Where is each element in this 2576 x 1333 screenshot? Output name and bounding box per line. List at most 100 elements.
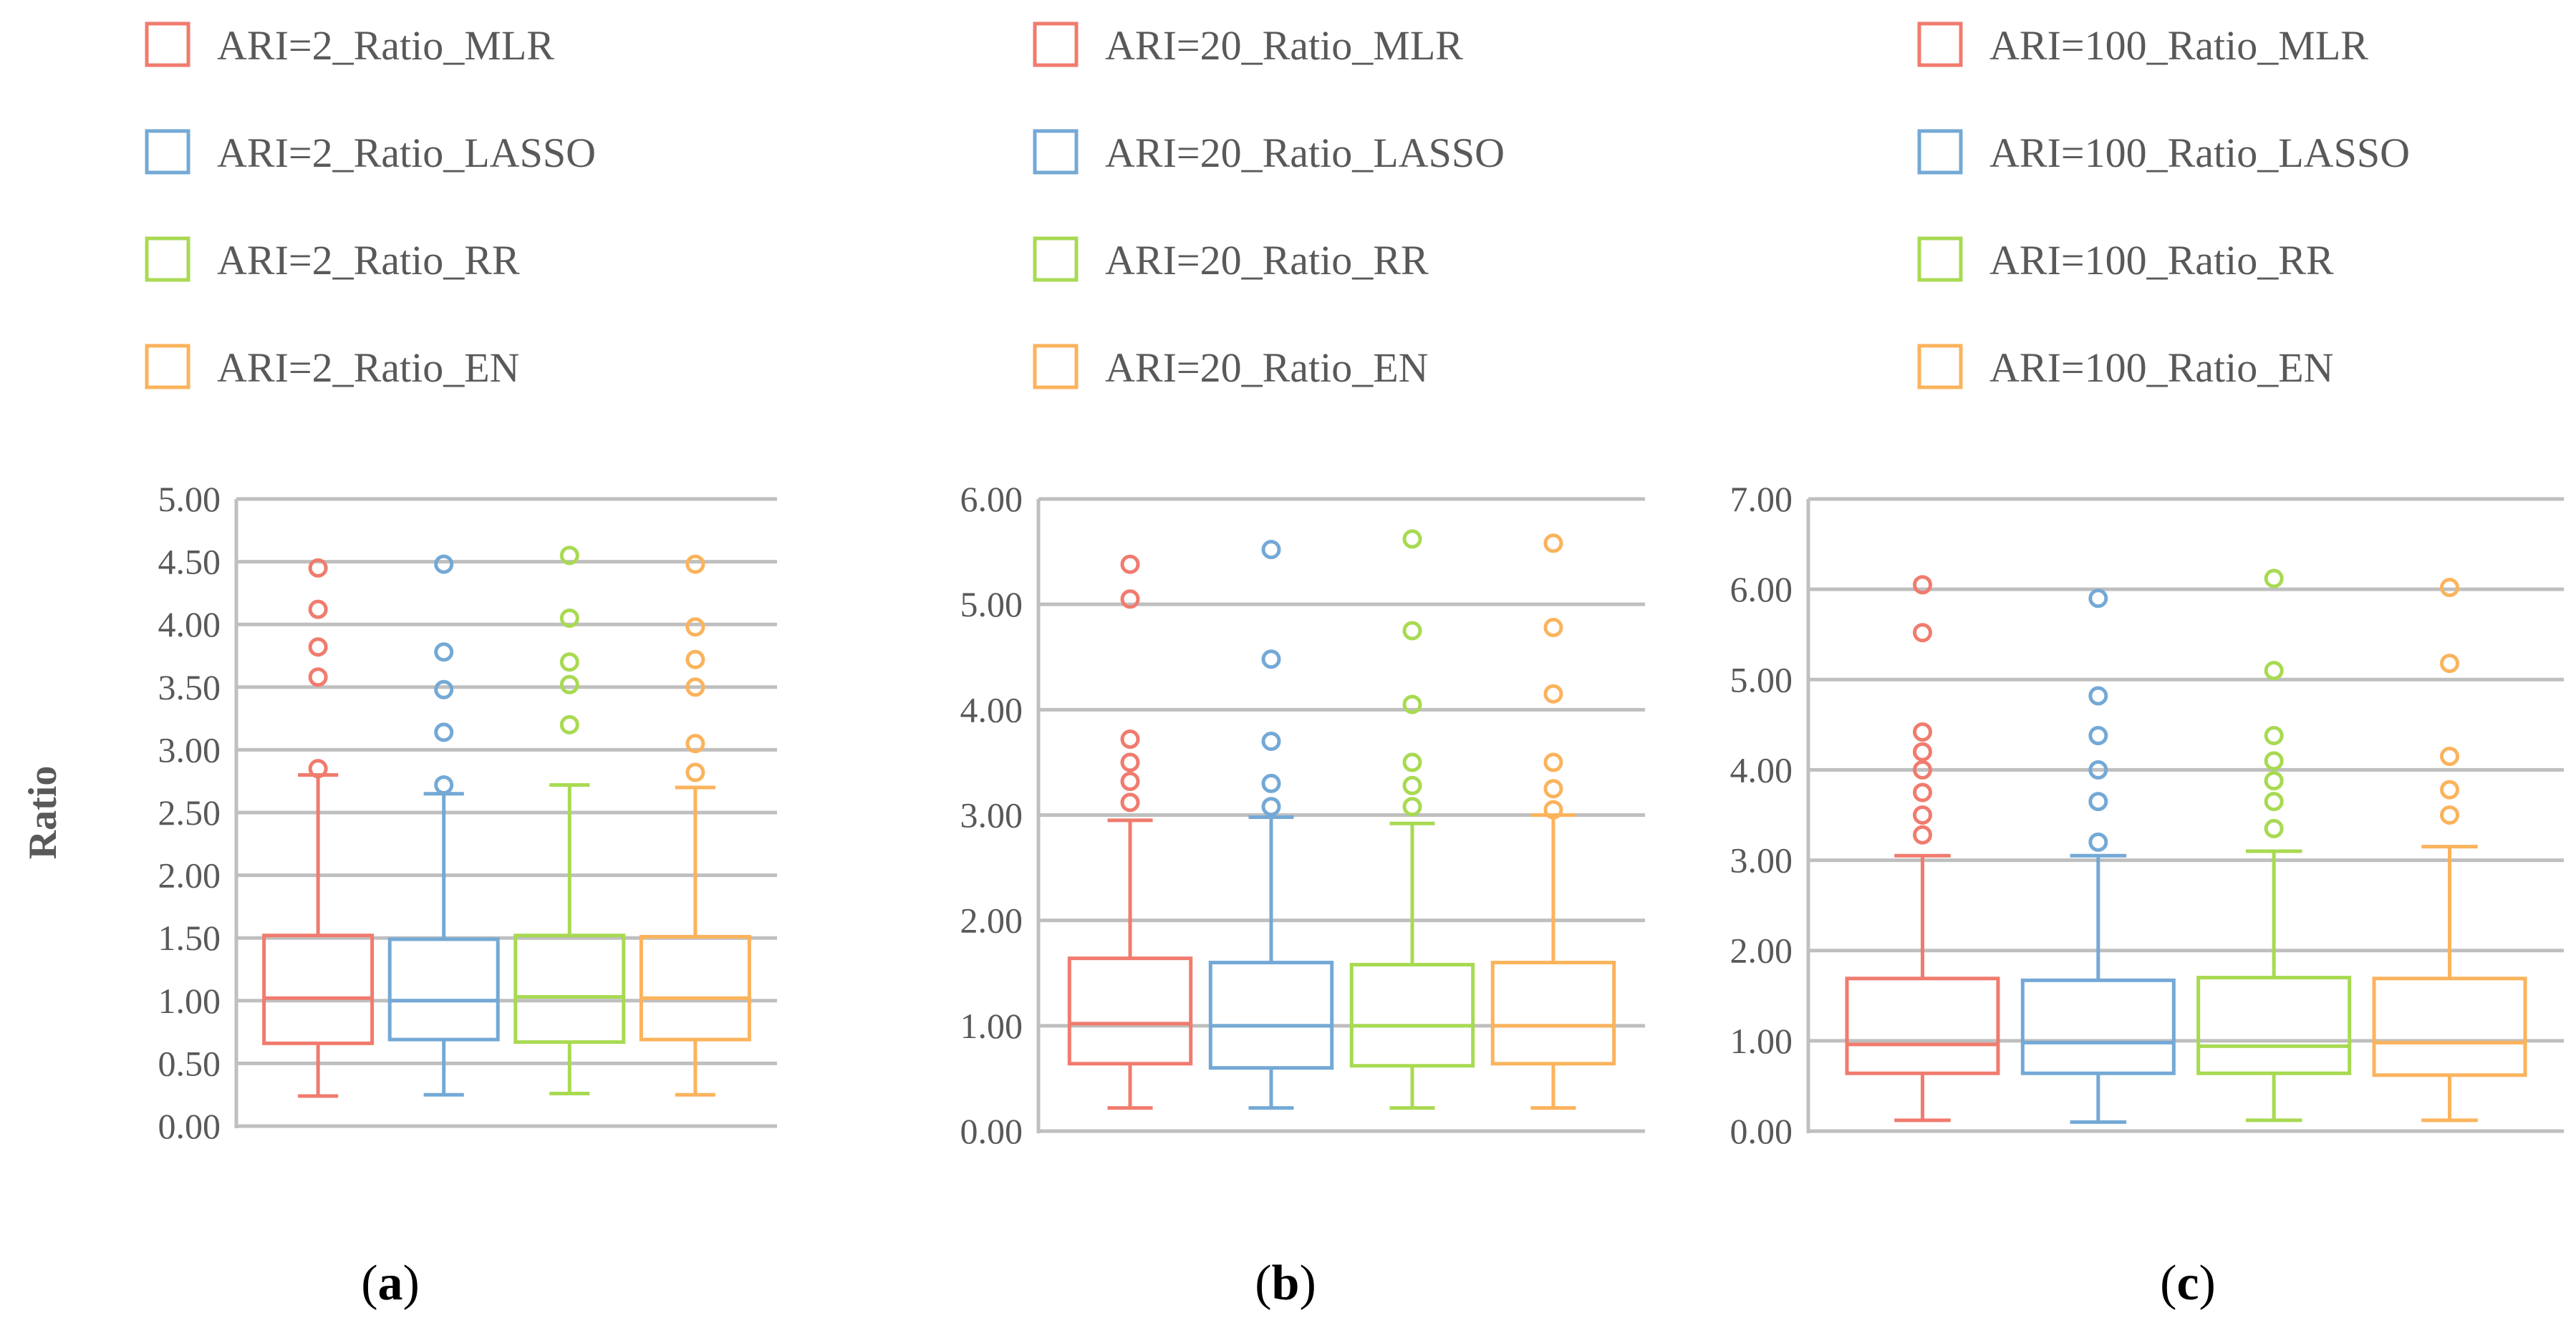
outlier-point	[434, 722, 454, 742]
outlier-point	[685, 762, 705, 782]
y-tick-label: 4.00	[158, 604, 221, 644]
box-iqr	[1067, 956, 1193, 1066]
outlier-point	[2088, 760, 2108, 780]
box-lasso	[1208, 540, 1334, 1110]
legend-label-rr: ARI=20_Ratio_RR	[1105, 237, 1429, 283]
legend-label-en: ARI=2_Ratio_EN	[217, 344, 520, 391]
outlier-point	[2264, 818, 2284, 838]
outlier-point	[1543, 684, 1563, 704]
outlier-point	[2264, 792, 2284, 812]
outlier-point	[308, 667, 328, 687]
box-rr	[513, 546, 626, 1095]
y-tick-label: 2.00	[960, 901, 1023, 941]
box-iqr	[639, 934, 751, 1042]
outlier-point	[2440, 747, 2460, 767]
y-tick-label: 4.50	[158, 542, 221, 582]
outlier-point	[685, 554, 705, 574]
outlier-point	[685, 617, 705, 637]
y-tick-label: 7.00	[1730, 479, 1793, 519]
outlier-point	[1912, 742, 1932, 762]
box-iqr	[1349, 962, 1475, 1068]
outlier-point	[1261, 773, 1281, 793]
legend-swatch-rr	[1917, 236, 1963, 282]
outlier-point	[1120, 771, 1140, 791]
legend-swatch-rr	[1033, 236, 1079, 282]
box-iqr	[513, 934, 626, 1044]
outlier-point	[2440, 780, 2460, 800]
y-tick-label: 4.00	[1730, 750, 1793, 790]
outlier-point	[559, 546, 579, 566]
outlier-point	[434, 554, 454, 574]
outlier-point	[1402, 694, 1422, 714]
outlier-point	[1120, 554, 1140, 574]
outlier-point	[1912, 805, 1932, 825]
outlier-point	[2264, 568, 2284, 588]
y-tick-label: 1.00	[1730, 1021, 1793, 1061]
legend-label-lasso: ARI=20_Ratio_LASSO	[1105, 130, 1505, 176]
legend-label-lasso: ARI=100_Ratio_LASSO	[1989, 130, 2410, 176]
legend-swatch-lasso	[145, 129, 190, 175]
box-iqr	[2372, 976, 2527, 1077]
box-mlr	[262, 558, 375, 1098]
legend-swatch-en	[1033, 344, 1079, 389]
outlier-point	[1120, 752, 1140, 772]
box-rr	[1349, 529, 1475, 1110]
y-tick-label: 2.50	[158, 792, 221, 833]
legend-swatch-mlr	[145, 21, 190, 67]
y-axis-label: Ratio	[21, 766, 65, 860]
y-tick-label: 3.00	[960, 795, 1023, 835]
legend-swatch-rr	[145, 236, 190, 282]
outlier-point	[434, 679, 454, 699]
y-tick-label: 5.00	[1730, 659, 1793, 699]
y-tick-label: 0.00	[960, 1111, 1023, 1151]
legend-label-lasso: ARI=2_Ratio_LASSO	[217, 130, 596, 176]
legend-label-en: ARI=20_Ratio_EN	[1105, 344, 1429, 391]
outlier-point	[559, 714, 579, 735]
outlier-point	[2088, 588, 2108, 609]
outlier-point	[308, 599, 328, 619]
y-tick-label: 6.00	[1730, 569, 1793, 609]
outlier-point	[308, 637, 328, 657]
box-iqr	[2020, 978, 2176, 1075]
y-tick-label: 3.00	[1730, 840, 1793, 881]
legend-label-rr: ARI=2_Ratio_RR	[217, 237, 520, 283]
legend-swatch-mlr	[1917, 21, 1963, 67]
outlier-point	[2264, 751, 2284, 771]
box-en	[1490, 533, 1616, 1110]
outlier-point	[2264, 771, 2284, 791]
outlier-point	[1402, 621, 1422, 641]
legend-label-mlr: ARI=20_Ratio_MLR	[1105, 22, 1463, 69]
box-en	[639, 554, 751, 1097]
box-iqr	[1490, 961, 1616, 1066]
panel-label-c: (c)	[2160, 1256, 2216, 1311]
outlier-point	[1912, 825, 1932, 845]
outlier-point	[559, 674, 579, 694]
outlier-point	[2440, 654, 2460, 674]
legend-swatch-lasso	[1917, 129, 1963, 175]
outlier-point	[685, 649, 705, 669]
outlier-point	[1261, 540, 1281, 560]
outlier-point	[1912, 760, 1932, 780]
outlier-point	[2440, 805, 2460, 825]
outlier-point	[685, 677, 705, 697]
y-tick-label: 3.00	[158, 729, 221, 770]
outlier-point	[1402, 775, 1422, 795]
outlier-point	[1543, 533, 1563, 553]
panel-label-b: (b)	[1255, 1256, 1316, 1311]
outlier-point	[2440, 578, 2460, 598]
outlier-point	[1402, 797, 1422, 817]
box-lasso	[387, 554, 500, 1097]
outlier-point	[1120, 589, 1140, 609]
outlier-point	[2264, 661, 2284, 681]
y-tick-label: 4.00	[960, 689, 1023, 729]
outlier-point	[685, 734, 705, 754]
panel-label-a: (a)	[361, 1256, 420, 1311]
legend-swatch-mlr	[1033, 21, 1079, 67]
y-tick-label: 3.50	[158, 667, 221, 707]
outlier-point	[434, 775, 454, 795]
box-iqr	[262, 934, 375, 1045]
legend-label-mlr: ARI=100_Ratio_MLR	[1989, 22, 2368, 69]
outlier-point	[2088, 792, 2108, 812]
outlier-point	[1402, 529, 1422, 549]
